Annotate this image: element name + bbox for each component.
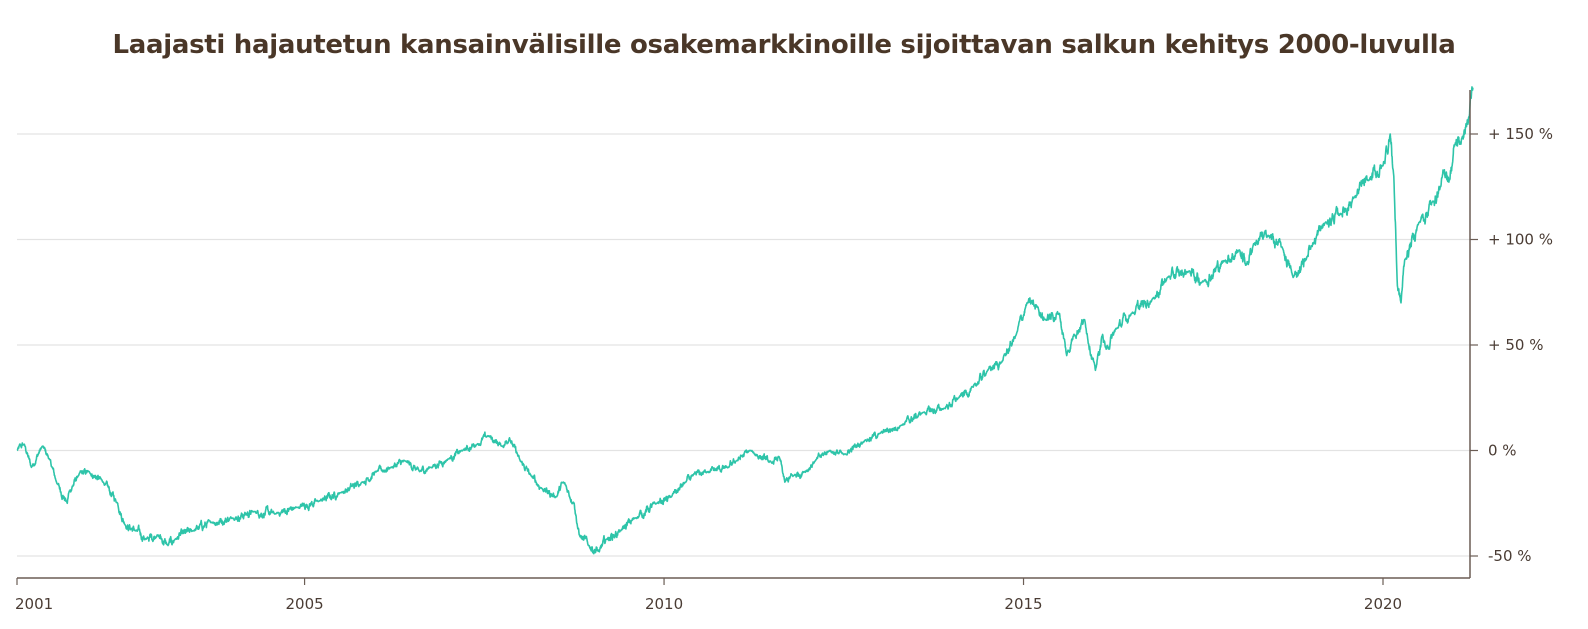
axes [17,90,1471,579]
x-tick-label-0: 2001 [15,595,53,613]
chart-title: Laajasti hajautetun kansainvälisille osa… [112,30,1456,60]
y-tick-label-1: + 100 % [1488,231,1553,249]
y-tick-label-4: -50 % [1488,547,1532,565]
x-tick-label-3: 2015 [1004,595,1042,613]
series-layer [16,86,1474,555]
x-axis-ticks: 2001 2005 2010 2015 2020 [15,578,1402,613]
x-tick-label-2: 2010 [645,595,683,613]
gridlines [17,133,1470,557]
x-tick-label-1: 2005 [285,595,323,613]
y-tick-label-0: + 150 % [1488,125,1553,143]
y-axis-ticks: + 150 % + 100 % + 50 % 0 % -50 % [1470,125,1553,565]
x-tick-label-4: 2020 [1364,595,1402,613]
y-tick-label-2: + 50 % [1488,336,1543,354]
y-tick-label-3: 0 % [1488,442,1517,460]
series-line-salkku [16,86,1474,555]
